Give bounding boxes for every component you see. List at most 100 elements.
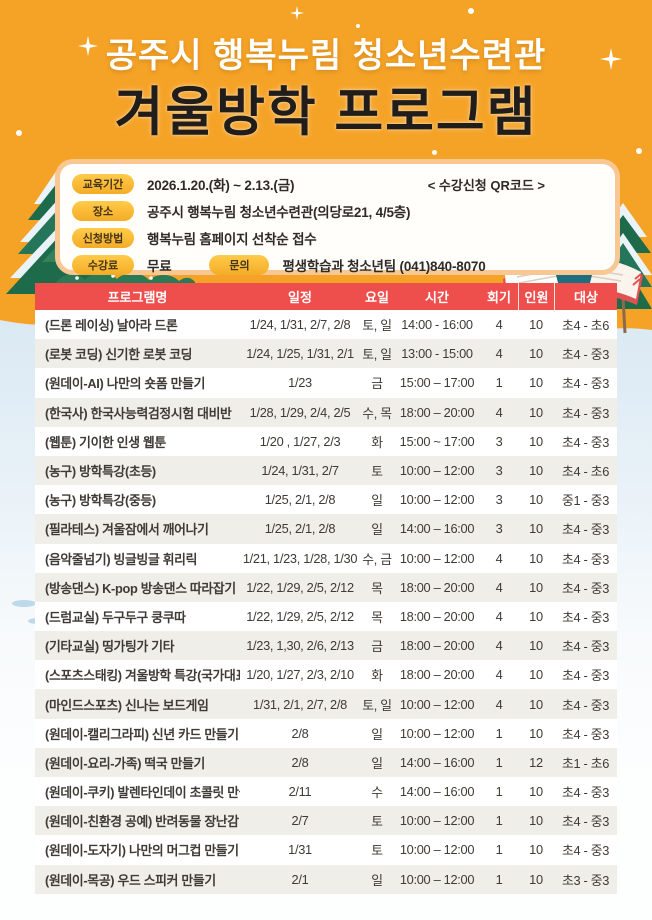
- label-pill: 수강료: [72, 255, 134, 275]
- table-row: (한국사) 한국사능력검정시험 대비반 1/28, 1/29, 2/4, 2/5…: [35, 397, 617, 427]
- cell-time: 10:00 – 12:00: [399, 813, 475, 829]
- cell-time: 15:00 – 17:00: [399, 375, 475, 391]
- cell-sessions: 3: [495, 492, 503, 508]
- poster-title: 공주시 행복누림 청소년수련관: [105, 37, 547, 75]
- cell-dates: 1/21, 1/23, 1/28, 1/30: [242, 550, 358, 566]
- column-header-dates: 일정: [288, 290, 312, 305]
- table-row: (드럼교실) 두구두구 쿵쿠따 1/22, 1/29, 2/5, 2/12 목 …: [35, 601, 617, 632]
- contact-pill: 문의: [209, 255, 270, 275]
- cell-dates: 1/31, 2/1, 2/7, 2/8: [253, 696, 347, 712]
- cell-program-name: (방송댄스) K-pop 방송댄스 따라잡기: [45, 580, 236, 596]
- table-body: (드론 레이싱) 날아라 드론 1/24, 1/31, 2/7, 2/8 토, …: [35, 310, 617, 894]
- cell-capacity: 10: [529, 725, 543, 741]
- column-header-day: 요일: [365, 290, 389, 305]
- cell-sessions: 1: [495, 754, 503, 770]
- cell-capacity: 10: [529, 433, 543, 449]
- cell-capacity: 10: [529, 638, 543, 654]
- cell-day: 금: [371, 376, 383, 392]
- cell-target: 초4 - 초6: [561, 318, 610, 334]
- cell-sessions: 4: [495, 696, 503, 712]
- cell-sessions: 3: [495, 463, 503, 479]
- cell-program-name: (원데이-친환경 공예) 반려동물 장난감 만들기: [45, 814, 240, 830]
- cell-day: 토, 일: [362, 697, 392, 713]
- cell-dates: 1/20 , 1/27, 2/3: [259, 433, 341, 449]
- cell-program-name: (원데이-AI) 나만의 숏폼 만들기: [45, 376, 206, 392]
- cell-dates: 2/1: [291, 871, 309, 887]
- snow-blob: [12, 600, 36, 607]
- cell-target: 초4 - 중3: [561, 347, 610, 363]
- contact-value: 평생학습과 청소년팀 (041)840-8070: [282, 259, 486, 274]
- cell-day: 토: [371, 843, 383, 859]
- cell-target: 초4 - 중3: [561, 522, 610, 538]
- cell-target: 초4 - 중3: [561, 551, 610, 567]
- program-table: 프로그램명 일정 요일 시간 회기 인원 대상 (드론 레이싱) 날아라 드론 …: [35, 283, 617, 894]
- label-pill: 교육기간: [72, 174, 134, 194]
- table-row: (웹툰) 기이한 인생 웹툰 1/20 , 1/27, 2/3 화 15:00 …: [35, 426, 617, 456]
- info-value: 공주시 행복누림 청소년수련관(의당로21, 4/5층): [147, 205, 411, 220]
- table-row: (스포츠스태킹) 겨울방학 특강(국가대표 직접지도) 1/20, 1/27, …: [35, 660, 617, 690]
- cell-dates: 1/24, 1/25, 1/31, 2/1: [246, 346, 354, 362]
- cell-day: 목: [371, 580, 383, 596]
- cell-target: 초1 - 초6: [561, 755, 610, 771]
- cell-sessions: 3: [495, 433, 503, 449]
- table-row: (필라테스) 겨울잠에서 깨어나기 1/25, 2/1, 2/8 일 14:00…: [35, 514, 617, 544]
- snow-dot: [468, 8, 474, 14]
- column-header-capacity: 인원: [518, 283, 554, 310]
- info-row-fee-contact: 수강료 무료 문의 평생학습과 청소년팀 (041)840-8070: [72, 255, 486, 275]
- table-row: (방송댄스) K-pop 방송댄스 따라잡기 1/22, 1/29, 2/5, …: [35, 572, 617, 602]
- column-header-time: 시간: [425, 290, 449, 305]
- cell-dates: 1/25, 2/1, 2/8: [264, 521, 336, 537]
- cell-target: 초4 - 중3: [561, 639, 610, 655]
- poster-subtitle: 겨울방학 프로그램: [114, 83, 538, 142]
- cell-program-name: (원데이-목공) 우드 스피커 만들기: [45, 872, 216, 888]
- cell-capacity: 10: [529, 317, 543, 333]
- garland-bush: [55, 272, 195, 284]
- info-panel: 교육기간 2026.1.20.(화) ~ 2.13.(금) < 수강신청 QR코…: [55, 159, 620, 275]
- cell-program-name: (원데이-캘리그라피) 신년 카드 만들기: [45, 726, 239, 742]
- cell-capacity: 10: [529, 608, 543, 624]
- column-header-sessions: 회기: [487, 290, 511, 305]
- cell-time: 14:00 - 16:00: [401, 317, 473, 333]
- cell-day: 화: [371, 668, 383, 684]
- cell-sessions: 1: [495, 813, 503, 829]
- label-pill: 장소: [72, 201, 134, 221]
- cell-program-name: (농구) 방학특강(초등): [45, 464, 156, 480]
- cell-program-name: (농구) 방학특강(중등): [45, 493, 156, 509]
- cell-dates: 1/22, 1/29, 2/5, 2/12: [246, 579, 354, 595]
- cell-day: 일: [371, 755, 383, 771]
- cell-day: 수, 금: [362, 551, 392, 567]
- table-header-row: 프로그램명 일정 요일 시간 회기 인원 대상: [35, 283, 617, 310]
- cell-day: 토, 일: [362, 347, 392, 363]
- info-row-period: 교육기간 2026.1.20.(화) ~ 2.13.(금): [72, 174, 294, 194]
- cell-capacity: 10: [529, 521, 543, 537]
- cell-sessions: 4: [495, 638, 503, 654]
- cell-capacity: 12: [529, 754, 543, 770]
- table-row: (마인드스포츠) 신나는 보드게임 1/31, 2/1, 2/7, 2/8 토,…: [35, 689, 617, 719]
- cell-day: 일: [371, 522, 383, 538]
- cell-sessions: 3: [495, 521, 503, 537]
- cell-dates: 2/8: [291, 725, 309, 741]
- cell-sessions: 4: [495, 346, 503, 362]
- cell-sessions: 1: [495, 871, 503, 887]
- table-row: (드론 레이싱) 날아라 드론 1/24, 1/31, 2/7, 2/8 토, …: [35, 310, 617, 340]
- snow-dot: [16, 130, 22, 136]
- cell-dates: 2/7: [291, 813, 309, 829]
- cell-target: 초4 - 중3: [561, 376, 610, 392]
- sparkle-icon: [600, 48, 622, 70]
- cell-program-name: (원데이-도자기) 나만의 머그컵 만들기: [45, 843, 239, 859]
- info-value: 2026.1.20.(화) ~ 2.13.(금): [147, 178, 295, 193]
- cell-time: 10:00 – 12:00: [399, 842, 475, 858]
- table-row: (농구) 방학특강(중등) 1/25, 2/1, 2/8 일 10:00 – 1…: [35, 485, 617, 515]
- cell-dates: 1/23: [288, 375, 312, 391]
- cell-program-name: (로봇 코딩) 신기한 로봇 코딩: [45, 347, 193, 363]
- cell-dates: 1/20, 1/27, 2/3, 2/10: [246, 667, 354, 683]
- cell-sessions: 4: [495, 404, 503, 420]
- table-row: (원데이-요리-가족) 떡국 만들기 2/8 일 14:00 – 16:00 1…: [35, 747, 617, 777]
- cell-dates: 1/25, 2/1, 2/8: [264, 492, 336, 508]
- cell-time: 10:00 – 12:00: [399, 550, 475, 566]
- cell-capacity: 10: [529, 813, 543, 829]
- cell-program-name: (드론 레이싱) 날아라 드론: [45, 318, 178, 334]
- snow-dot: [432, 150, 437, 155]
- cell-program-name: (필라테스) 겨울잠에서 깨어나기: [45, 522, 209, 538]
- cell-dates: 1/23, 1,30, 2/6, 2/13: [246, 638, 354, 654]
